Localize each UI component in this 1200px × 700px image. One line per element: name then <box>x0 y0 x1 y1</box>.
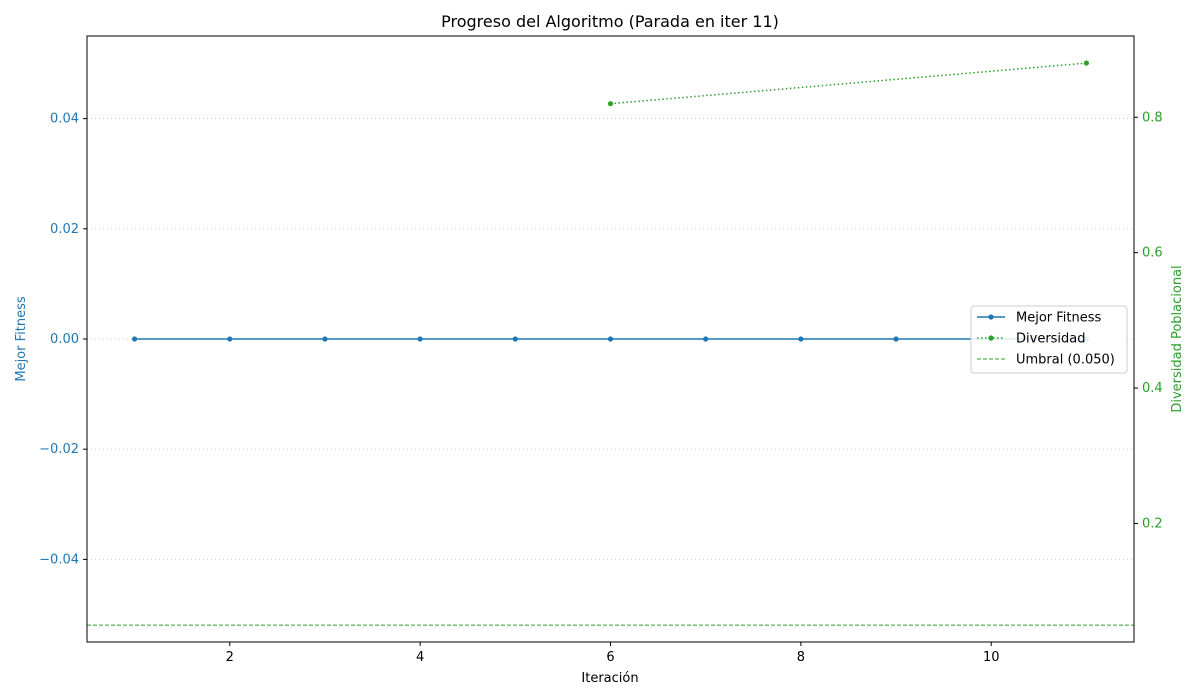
legend-label: Diversidad <box>1016 332 1086 347</box>
x-tick-label: 10 <box>983 650 1000 665</box>
fitness-point <box>798 336 804 342</box>
x-tick-label: 4 <box>416 650 424 665</box>
y-axis-left: −0.04 −0.02 0.00 0.02 0.04 <box>39 112 87 567</box>
y-right-tick-label: 0.2 <box>1142 517 1163 532</box>
x-tick-label: 8 <box>797 650 805 665</box>
y-right-tick-label: 0.6 <box>1142 246 1163 261</box>
legend-marker <box>988 314 994 320</box>
diversity-point <box>1083 60 1090 66</box>
series-layer <box>87 60 1134 626</box>
legend-box <box>970 305 1128 374</box>
legend-label: Umbral (0.050) <box>1016 353 1115 368</box>
fitness-point <box>893 336 899 342</box>
y-left-tick-label: −0.02 <box>39 442 79 457</box>
y-right-tick-label: 0.4 <box>1142 381 1163 396</box>
y-axis-right-label: Diversidad Poblacional <box>1170 265 1185 412</box>
diversity-point <box>607 101 614 107</box>
x-axis: 2 4 6 8 10 <box>226 642 1000 665</box>
y-left-tick-label: −0.04 <box>39 552 79 567</box>
fitness-point <box>512 336 518 342</box>
fitness-point <box>227 336 233 342</box>
chart-title: Progreso del Algoritmo (Parada en iter 1… <box>441 12 779 31</box>
legend-label: Mejor Fitness <box>1016 311 1102 326</box>
y-axis-left-label: Mejor Fitness <box>14 296 29 382</box>
y-left-tick-label: 0.04 <box>50 112 79 127</box>
fitness-point <box>131 336 138 342</box>
diversity-line <box>610 62 1087 105</box>
fitness-point <box>417 336 423 342</box>
fitness-point <box>703 336 709 342</box>
y-right-tick-label: 0.8 <box>1142 110 1163 125</box>
x-axis-label: Iteración <box>581 671 638 686</box>
fitness-point <box>607 336 614 342</box>
x-tick-label: 6 <box>606 650 614 665</box>
y-left-tick-label: 0.00 <box>50 332 79 347</box>
x-tick-label: 2 <box>226 650 234 665</box>
y-left-tick-label: 0.02 <box>50 222 79 237</box>
legend: Mejor Fitness Diversidad Umbral (0.050) <box>970 305 1128 374</box>
y-axis-right: 0.2 0.4 0.6 0.8 <box>1134 110 1163 532</box>
legend-marker <box>988 335 994 341</box>
fitness-point <box>322 336 328 342</box>
